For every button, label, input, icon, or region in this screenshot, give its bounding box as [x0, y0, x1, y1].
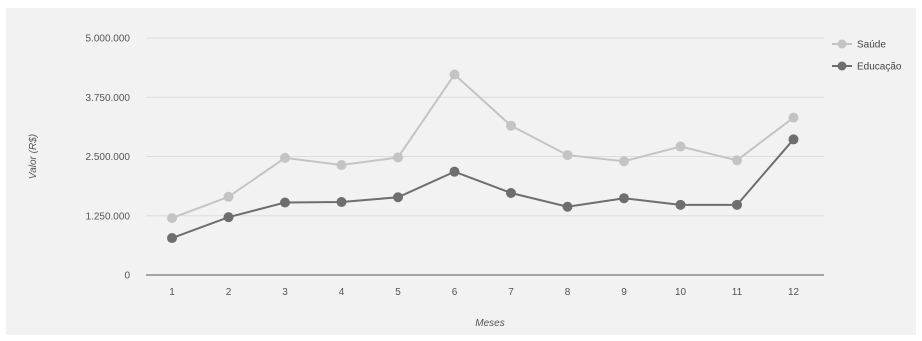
y-tick-label: 2.500.000 — [86, 152, 131, 163]
data-point — [732, 155, 742, 166]
x-tick-label: 11 — [732, 287, 743, 298]
data-point — [675, 141, 686, 152]
data-point — [393, 192, 403, 203]
gridlines — [146, 37, 824, 217]
x-axis-title: Meses — [475, 318, 504, 329]
y-tick-label: 5.000.000 — [86, 34, 131, 45]
series-line — [171, 72, 795, 220]
x-tick-label: 4 — [339, 287, 345, 298]
legend-marker — [837, 39, 847, 49]
data-point — [619, 156, 629, 167]
x-axis-ticks: 1 2 3 4 5 6 7 8 9 10 11 12 — [169, 287, 799, 298]
x-tick-label: 8 — [565, 287, 571, 298]
data-point — [449, 166, 460, 177]
data-point — [788, 112, 799, 123]
legend-marker — [837, 61, 847, 71]
data-point — [619, 193, 629, 204]
data-point — [336, 197, 347, 208]
legend-label: Educação — [857, 62, 902, 73]
legend-label: Saúde — [857, 40, 886, 51]
data-point — [336, 160, 347, 171]
x-tick-label: 1 — [169, 287, 175, 298]
legend: Saúde Educação — [832, 39, 902, 73]
x-tick-label: 7 — [508, 287, 514, 298]
series-educacao — [167, 134, 799, 244]
series-saude — [167, 69, 799, 224]
data-point — [167, 213, 177, 224]
y-axis-title: Valor (R$) — [28, 134, 39, 179]
x-tick-label: 5 — [395, 287, 401, 298]
data-point — [280, 197, 290, 208]
y-tick-label: 1.250.000 — [86, 211, 131, 222]
data-point — [732, 199, 742, 210]
y-tick-label: 3.750.000 — [86, 93, 131, 104]
data-point — [449, 69, 460, 80]
x-tick-label: 9 — [621, 287, 627, 298]
x-tick-label: 10 — [675, 287, 687, 298]
data-point — [788, 134, 799, 145]
data-point — [167, 233, 177, 244]
x-tick-label: 6 — [452, 287, 458, 298]
data-point — [280, 152, 290, 163]
legend-item: Saúde — [832, 39, 886, 51]
x-tick-label: 2 — [226, 287, 232, 298]
data-point — [562, 201, 573, 212]
series-group — [167, 69, 799, 244]
data-point — [223, 212, 234, 223]
data-point — [506, 187, 516, 198]
series-line — [171, 138, 795, 239]
y-axis-ticks: 0 1.250.000 2.500.000 3.750.000 5.000.000 — [86, 34, 131, 282]
x-tick-label: 3 — [282, 287, 288, 298]
legend-item: Educação — [832, 61, 902, 73]
y-tick-label: 0 — [124, 271, 130, 282]
data-point — [393, 152, 403, 163]
data-point — [675, 199, 686, 210]
data-point — [562, 150, 573, 161]
x-tick-label: 12 — [788, 287, 800, 298]
data-point — [223, 191, 234, 202]
data-point — [506, 120, 516, 131]
